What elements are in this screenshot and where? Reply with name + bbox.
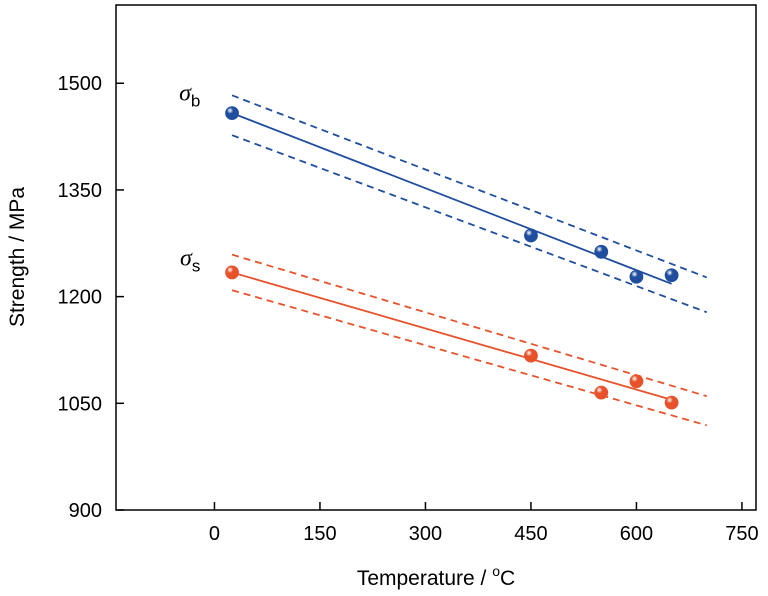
x-axis-unit-degree: o <box>492 563 500 579</box>
data-point <box>524 348 538 363</box>
y-tick-label: 1050 <box>58 393 103 415</box>
confidence-bound-line <box>231 253 708 398</box>
series-layer: σb σs <box>179 80 708 427</box>
data-point <box>664 395 679 410</box>
series-b: σb <box>179 80 708 314</box>
confidence-bound-line <box>231 94 708 279</box>
x-axis-unit: C <box>500 567 515 590</box>
data-point <box>225 106 239 121</box>
x-tick-label: 600 <box>620 523 653 545</box>
data-point <box>225 265 239 280</box>
series-label: σs <box>180 245 200 275</box>
data-point <box>664 268 679 283</box>
x-tick-label: 450 <box>514 523 547 545</box>
x-tick-label: 750 <box>725 523 758 545</box>
series-label: σb <box>179 80 200 110</box>
data-point <box>524 228 538 243</box>
data-point <box>629 374 644 389</box>
x-axis-label: Temperature / oC <box>357 563 515 590</box>
series-s: σs <box>180 245 708 427</box>
y-tick-label: 1500 <box>58 73 103 95</box>
plot-frame <box>115 4 757 511</box>
x-tick-label: 300 <box>409 523 442 545</box>
x-tick-label: 150 <box>303 523 336 545</box>
y-axis-label: Strength / MPa <box>6 187 29 327</box>
x-tick-label: 0 <box>209 523 220 545</box>
data-point <box>629 269 644 284</box>
data-point <box>594 244 609 259</box>
confidence-bound-line <box>231 289 708 427</box>
y-tick-label: 1350 <box>58 180 103 202</box>
fit-line <box>231 271 672 401</box>
data-point <box>594 385 609 400</box>
axis-ticks: 0 150 300 450 600 750 900 1050 1200 1350 1500 <box>58 73 759 545</box>
fit-line <box>231 112 672 285</box>
y-tick-label: 900 <box>69 500 102 522</box>
y-tick-label: 1200 <box>58 287 103 309</box>
confidence-bound-line <box>231 134 708 314</box>
